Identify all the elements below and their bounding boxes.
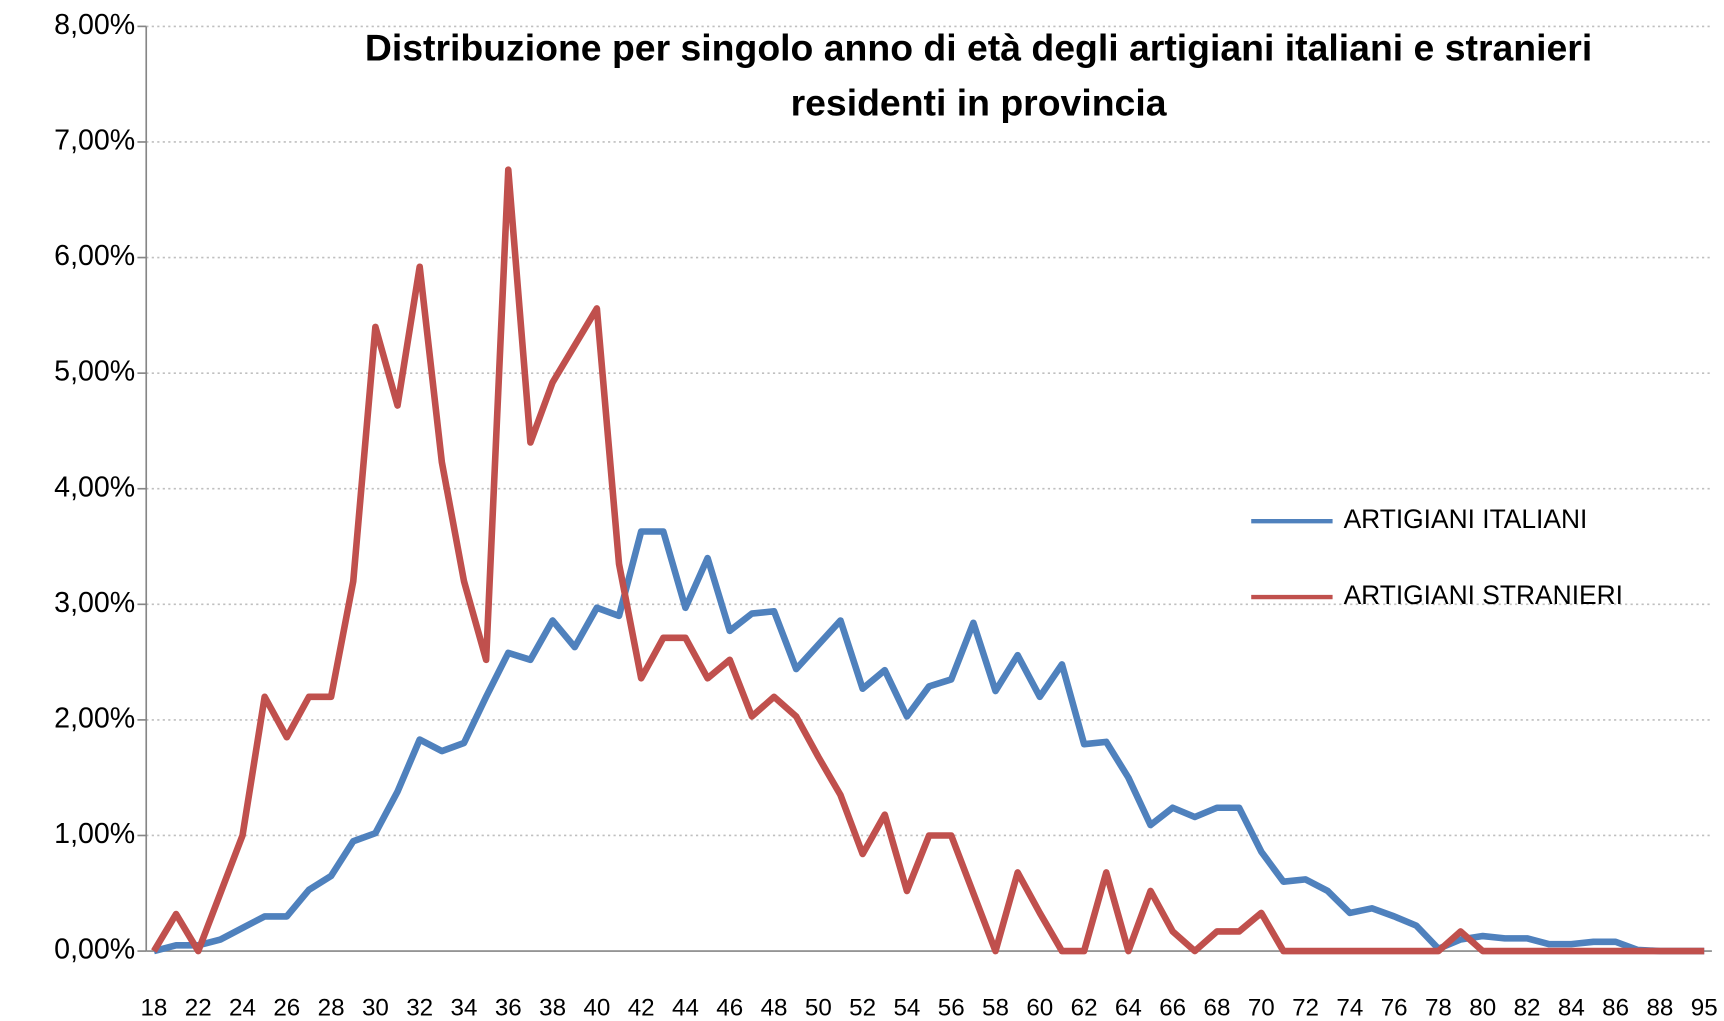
y-tick-label: 0,00% bbox=[54, 934, 135, 966]
x-tick-label: 76 bbox=[1381, 995, 1408, 1021]
x-tick-label: 56 bbox=[938, 995, 965, 1021]
chart-title: residenti in provincia bbox=[791, 81, 1168, 123]
x-tick-label: 88 bbox=[1646, 995, 1673, 1021]
x-tick-label: 86 bbox=[1602, 995, 1629, 1021]
x-tick-label: 28 bbox=[318, 995, 345, 1021]
legend-label: ARTIGIANI STRANIERI bbox=[1344, 580, 1623, 610]
y-tick-label: 6,00% bbox=[54, 240, 135, 272]
x-tick-label: 68 bbox=[1204, 995, 1231, 1021]
x-tick-label: 70 bbox=[1248, 995, 1275, 1021]
x-tick-label: 40 bbox=[583, 995, 610, 1021]
x-tick-label: 36 bbox=[495, 995, 522, 1021]
x-tick-label: 64 bbox=[1115, 995, 1142, 1021]
x-tick-label: 95 bbox=[1691, 995, 1718, 1021]
legend-label: ARTIGIANI ITALIANI bbox=[1344, 504, 1588, 534]
y-tick-label: 1,00% bbox=[54, 818, 135, 850]
x-tick-label: 22 bbox=[185, 995, 212, 1021]
x-tick-label: 52 bbox=[849, 995, 876, 1021]
x-tick-label: 50 bbox=[805, 995, 832, 1021]
chart-title: Distribuzione per singolo anno di età de… bbox=[365, 26, 1592, 68]
x-tick-label: 30 bbox=[362, 995, 389, 1021]
x-tick-label: 58 bbox=[982, 995, 1009, 1021]
x-tick-label: 32 bbox=[406, 995, 433, 1021]
x-tick-label: 78 bbox=[1425, 995, 1452, 1021]
x-tick-label: 54 bbox=[893, 995, 920, 1021]
x-tick-label: 72 bbox=[1292, 995, 1319, 1021]
x-tick-label: 38 bbox=[539, 995, 566, 1021]
x-tick-label: 82 bbox=[1514, 995, 1541, 1021]
y-tick-label: 2,00% bbox=[54, 702, 135, 734]
x-tick-label: 84 bbox=[1558, 995, 1585, 1021]
x-tick-label: 80 bbox=[1469, 995, 1496, 1021]
y-tick-label: 3,00% bbox=[54, 587, 135, 619]
x-tick-label: 44 bbox=[672, 995, 699, 1021]
y-tick-label: 5,00% bbox=[54, 356, 135, 388]
x-tick-label: 18 bbox=[140, 995, 167, 1021]
x-tick-label: 60 bbox=[1026, 995, 1053, 1021]
x-tick-label: 74 bbox=[1336, 995, 1363, 1021]
x-tick-label: 66 bbox=[1159, 995, 1186, 1021]
y-tick-label: 7,00% bbox=[54, 125, 135, 157]
x-tick-label: 62 bbox=[1071, 995, 1098, 1021]
y-tick-label: 8,00% bbox=[54, 9, 135, 41]
x-tick-label: 24 bbox=[229, 995, 256, 1021]
x-tick-label: 26 bbox=[273, 995, 300, 1021]
x-tick-label: 34 bbox=[451, 995, 478, 1021]
x-tick-label: 48 bbox=[761, 995, 788, 1021]
x-tick-label: 42 bbox=[628, 995, 655, 1021]
y-tick-label: 4,00% bbox=[54, 471, 135, 503]
x-tick-label: 46 bbox=[716, 995, 743, 1021]
series-line bbox=[151, 166, 1705, 955]
